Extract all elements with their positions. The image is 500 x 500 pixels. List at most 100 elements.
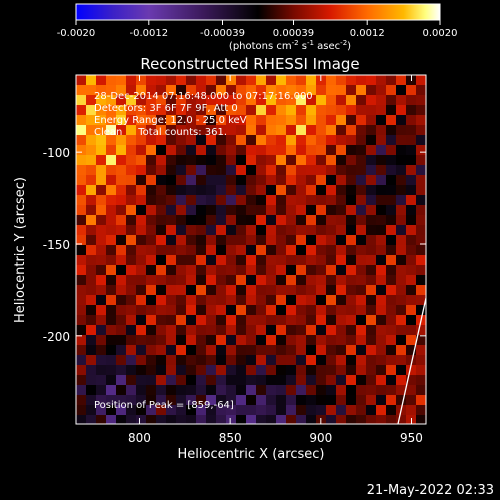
heatmap-cell: [376, 85, 386, 95]
heatmap-cell: [416, 305, 426, 315]
heatmap-cell: [306, 255, 316, 265]
heatmap-cell: [76, 235, 86, 245]
heatmap-cell: [196, 275, 206, 285]
heatmap-cell: [216, 245, 226, 255]
heatmap-cell: [276, 355, 286, 365]
heatmap-cell: [326, 285, 336, 295]
heatmap-cell: [196, 405, 206, 415]
heatmap-cell: [126, 375, 136, 385]
heatmap-cell: [226, 165, 236, 175]
heatmap-cell: [256, 295, 266, 305]
heatmap-cell: [146, 385, 156, 395]
heatmap-cell: [156, 285, 166, 295]
heatmap-cell: [236, 305, 246, 315]
heatmap-cell: [306, 135, 316, 145]
heatmap-cell: [226, 255, 236, 265]
heatmap-cell: [306, 165, 316, 175]
heatmap-cell: [76, 395, 86, 405]
heatmap-cell: [176, 125, 186, 135]
heatmap-cell: [286, 75, 296, 85]
heatmap-cell: [166, 155, 176, 165]
heatmap-cell: [206, 275, 216, 285]
heatmap-cell: [196, 155, 206, 165]
heatmap-cell: [136, 235, 146, 245]
heatmap-cell: [266, 365, 276, 375]
heatmap-cell: [216, 415, 226, 424]
heatmap-cell: [216, 125, 226, 135]
heatmap-cell: [376, 105, 386, 115]
heatmap-cell: [396, 295, 406, 305]
heatmap-cell: [336, 235, 346, 245]
heatmap-cell: [186, 405, 196, 415]
heatmap-cell: [216, 215, 226, 225]
heatmap-cell: [86, 85, 96, 95]
heatmap-cell: [236, 345, 246, 355]
heatmap-cell: [376, 415, 386, 424]
heatmap-cell: [336, 195, 346, 205]
colorbar-tick-label: 0.00039: [273, 28, 314, 39]
heatmap-cell: [186, 115, 196, 125]
heatmap-cell: [156, 75, 166, 85]
heatmap-cell: [346, 225, 356, 235]
heatmap-cell: [186, 285, 196, 295]
heatmap-cell: [106, 395, 116, 405]
heatmap-cell: [176, 255, 186, 265]
heatmap-cell: [126, 275, 136, 285]
heatmap-cell: [246, 315, 256, 325]
heatmap-cell: [246, 265, 256, 275]
heatmap-cell: [186, 85, 196, 95]
heatmap-cell: [256, 145, 266, 155]
heatmap-cell: [266, 195, 276, 205]
x-axis-label: Heliocentric X (arcsec): [178, 447, 325, 462]
heatmap-cell: [346, 215, 356, 225]
heatmap-cell: [96, 245, 106, 255]
heatmap-cell: [126, 105, 136, 115]
heatmap-cell: [346, 195, 356, 205]
heatmap-cell: [206, 85, 216, 95]
heatmap-cell: [386, 315, 396, 325]
heatmap-cell: [176, 85, 186, 95]
heatmap-cell: [226, 355, 236, 365]
y-tick-label: -100: [43, 146, 70, 160]
heatmap-cell: [126, 295, 136, 305]
heatmap-cell: [296, 385, 306, 395]
heatmap-cell: [226, 345, 236, 355]
heatmap-cell: [176, 225, 186, 235]
heatmap-cell: [186, 165, 196, 175]
heatmap-cell: [296, 325, 306, 335]
heatmap-cell: [396, 105, 406, 115]
heatmap-cell: [356, 385, 366, 395]
heatmap-cell: [336, 205, 346, 215]
heatmap-cell: [96, 235, 106, 245]
heatmap-cell: [266, 105, 276, 115]
heatmap-cell: [366, 415, 376, 424]
heatmap-cell: [106, 175, 116, 185]
heatmap-cell: [386, 175, 396, 185]
heatmap-cell: [416, 395, 426, 405]
heatmap-cell: [256, 215, 266, 225]
heatmap-cell: [106, 285, 116, 295]
heatmap-cell: [286, 165, 296, 175]
heatmap-cell: [366, 195, 376, 205]
heatmap-cell: [286, 295, 296, 305]
heatmap-cell: [186, 175, 196, 185]
heatmap-cell: [96, 195, 106, 205]
heatmap-cell: [116, 135, 126, 145]
heatmap-cell: [306, 95, 316, 105]
heatmap-cell: [416, 85, 426, 95]
heatmap-cell: [96, 115, 106, 125]
heatmap-cell: [236, 405, 246, 415]
heatmap-cell: [406, 115, 416, 125]
heatmap-cell: [186, 185, 196, 195]
heatmap-cell: [326, 125, 336, 135]
heatmap-cell: [246, 355, 256, 365]
heatmap-cell: [356, 235, 366, 245]
heatmap-cell: [276, 225, 286, 235]
heatmap-cell: [316, 85, 326, 95]
heatmap-cell: [246, 375, 256, 385]
heatmap-cell: [76, 155, 86, 165]
heatmap-cell: [126, 245, 136, 255]
heatmap-cell: [336, 375, 346, 385]
heatmap-cell: [176, 115, 186, 125]
heatmap-cell: [236, 415, 246, 424]
